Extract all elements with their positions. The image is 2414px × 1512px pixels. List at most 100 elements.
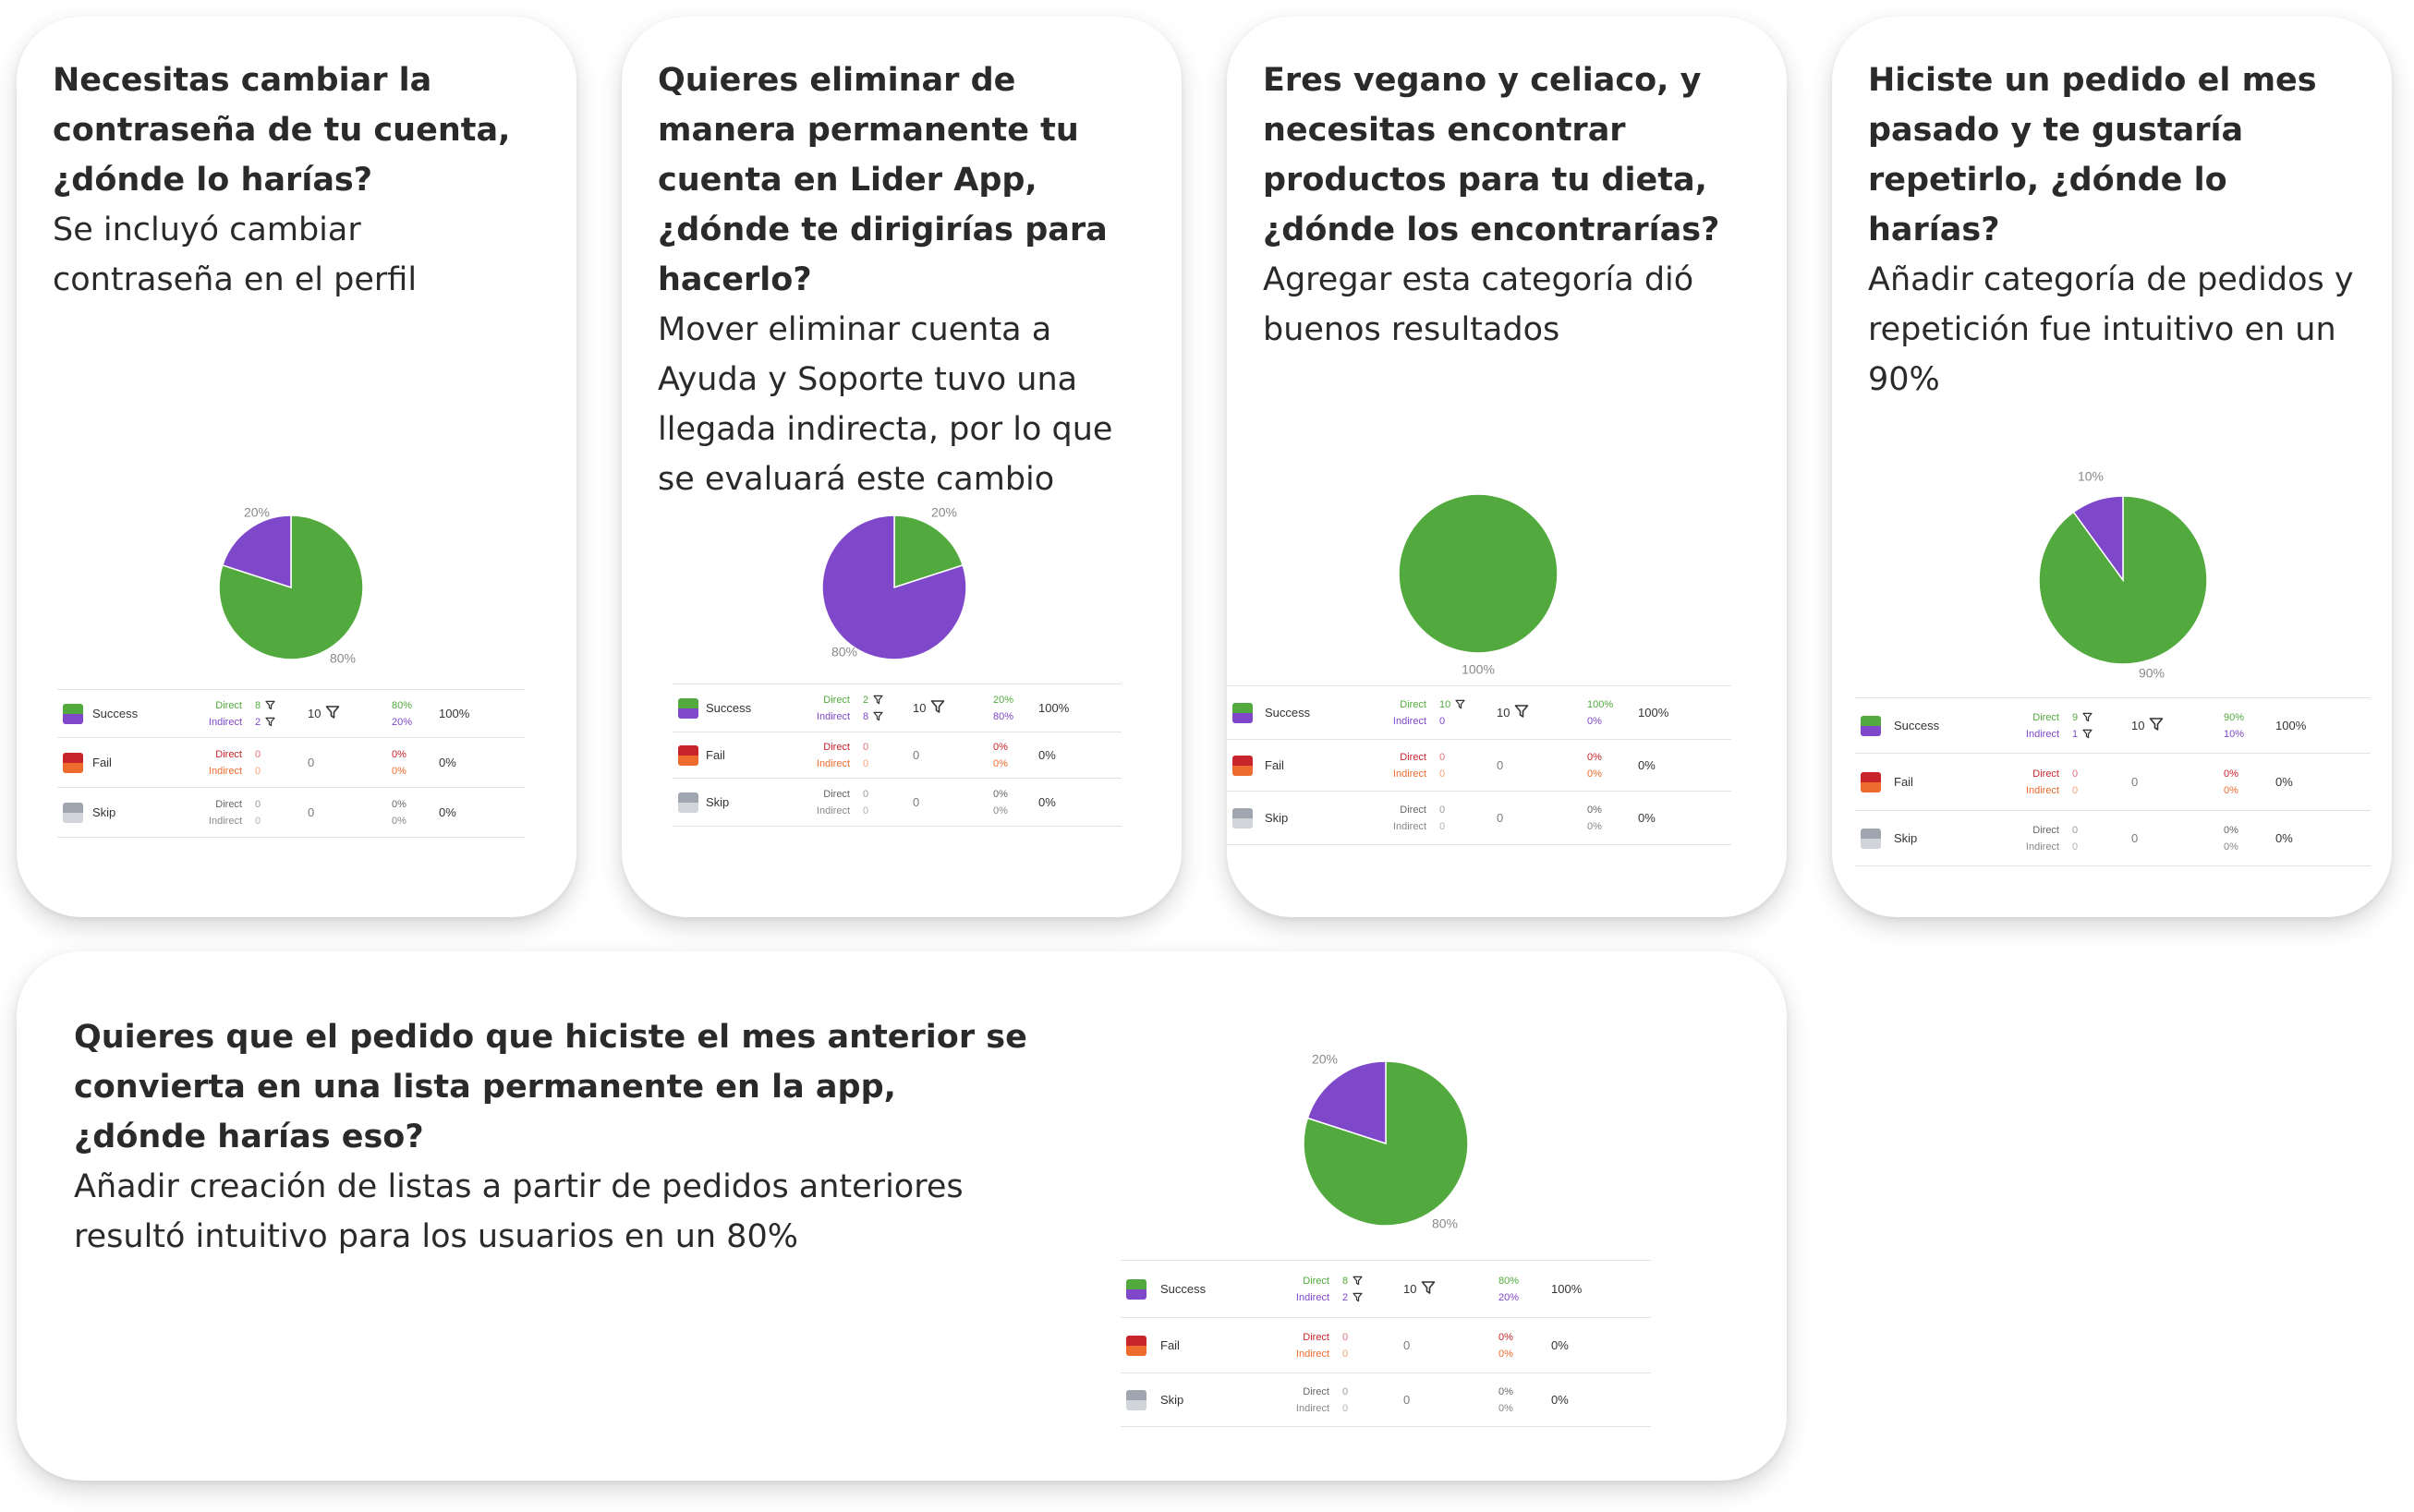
legend-swatch <box>678 697 698 719</box>
direct-count: 0 <box>863 788 869 800</box>
filter-icon[interactable] <box>1455 699 1465 709</box>
direct-percent: 0% <box>2224 768 2238 780</box>
filter-icon[interactable] <box>265 717 275 727</box>
results-table: Success Direct Indirect 10 0 10 100% 0% 100% Fail… <box>1227 685 1731 845</box>
overall-percent: 100% <box>1038 700 1070 715</box>
total-count: 10 <box>2131 719 2145 732</box>
filter-icon[interactable] <box>1353 1276 1363 1286</box>
filter-icon[interactable] <box>1514 704 1529 719</box>
task-card <box>622 17 1182 917</box>
direct-label: Direct <box>215 798 242 810</box>
filter-icon[interactable] <box>2149 717 2164 732</box>
result-row-success[interactable]: Success Direct Indirect 2 8 10 20% 80% 100% <box>673 683 1122 732</box>
result-row-skip[interactable]: Skip Direct Indirect 0 0 0 0% 0% 0% <box>1227 791 1731 845</box>
direct-count-cell: 0 <box>2072 766 2131 782</box>
direct-label: Direct <box>823 694 850 706</box>
overall-percent: 0% <box>2275 774 2293 789</box>
result-row-fail[interactable]: Fail Direct Indirect 0 0 0 0% 0% 0% <box>1855 753 2371 811</box>
task-finding: Añadir creación de listas a partir de pe… <box>74 1168 964 1255</box>
filter-icon[interactable] <box>873 695 883 705</box>
result-row-skip[interactable]: Skip Direct Indirect 0 0 0 0% 0% 0% <box>57 787 525 838</box>
total-count: 0 <box>2131 830 2139 845</box>
direct-count-cell: 10 <box>1439 696 1497 713</box>
total-count: 0 <box>1497 757 1504 772</box>
legend-swatch <box>1232 702 1253 723</box>
filter-icon[interactable] <box>2082 729 2093 739</box>
legend-swatch <box>63 752 83 773</box>
legend-swatch <box>1232 755 1253 776</box>
result-label: Success <box>92 706 139 720</box>
filter-icon[interactable] <box>265 700 275 710</box>
indirect-count-cell: 0 <box>1439 766 1497 782</box>
legend-swatch <box>1861 828 1881 849</box>
indirect-count-cell: 2 <box>255 714 308 731</box>
indirect-count: 0 <box>2072 784 2079 796</box>
result-row-fail[interactable]: Fail Direct Indirect 0 0 0 0% 0% 0% <box>673 732 1122 779</box>
result-row-success[interactable]: Success Direct Indirect 10 0 10 100% 0% 100% <box>1227 685 1731 740</box>
indirect-percent: 20% <box>1498 1291 1520 1303</box>
indirect-count-cell: 0 <box>255 763 308 780</box>
filter-icon[interactable] <box>1353 1292 1363 1302</box>
filter-icon[interactable] <box>2082 712 2093 722</box>
direct-count: 0 <box>863 741 869 753</box>
result-row-fail[interactable]: Fail Direct Indirect 0 0 0 0% 0% 0% <box>57 737 525 788</box>
direct-count-cell: 0 <box>1342 1384 1403 1400</box>
total-count: 0 <box>913 794 920 809</box>
total-count: 10 <box>1497 706 1510 720</box>
indirect-count: 0 <box>2072 841 2079 853</box>
result-row-fail[interactable]: Fail Direct Indirect 0 0 0 0% 0% 0% <box>1121 1317 1651 1373</box>
indirect-count: 0 <box>1439 820 1446 832</box>
direct-count: 0 <box>2072 768 2079 780</box>
indirect-count: 8 <box>863 710 869 722</box>
indirect-percent: 80% <box>993 710 1014 722</box>
result-label: Fail <box>92 755 112 769</box>
result-row-skip[interactable]: Skip Direct Indirect 0 0 0 0% 0% 0% <box>673 778 1122 827</box>
direct-count: 8 <box>255 699 261 711</box>
indirect-count: 2 <box>1342 1291 1349 1303</box>
direct-percent: 0% <box>1498 1385 1513 1397</box>
task-finding: Agregar esta categoría dió buenos result… <box>1263 261 1694 348</box>
indirect-percent: 0% <box>2224 784 2238 796</box>
total-count: 10 <box>913 701 927 715</box>
indirect-percent: 0% <box>392 765 406 777</box>
result-row-fail[interactable]: Fail Direct Indirect 0 0 0 0% 0% 0% <box>1227 739 1731 792</box>
indirect-count: 0 <box>1439 715 1446 727</box>
result-row-success[interactable]: Success Direct Indirect 8 2 10 80% 20% 100% <box>1121 1260 1651 1318</box>
indirect-label: Indirect <box>1392 768 1426 780</box>
filter-icon[interactable] <box>873 711 883 721</box>
result-label: Fail <box>1160 1337 1180 1352</box>
direct-label: Direct <box>2032 768 2059 780</box>
filter-icon[interactable] <box>325 705 340 720</box>
indirect-count: 0 <box>255 815 261 827</box>
indirect-count: 0 <box>1439 768 1446 780</box>
direct-label: Direct <box>2032 824 2059 836</box>
direct-label: Direct <box>215 699 242 711</box>
indirect-count-cell: 0 <box>2072 839 2131 855</box>
legend-swatch <box>63 703 83 724</box>
result-row-success[interactable]: Success Direct Indirect 9 1 10 90% 10% 100% <box>1855 697 2371 754</box>
indirect-label: Indirect <box>2025 784 2059 796</box>
filter-icon[interactable] <box>930 699 945 714</box>
task-card <box>1832 17 2392 917</box>
legend-swatch <box>678 792 698 813</box>
task-question: Quieres que el pedido que hiciste el mes… <box>74 1019 1027 1155</box>
direct-count: 0 <box>255 798 261 810</box>
filter-icon[interactable] <box>1421 1280 1436 1295</box>
result-row-success[interactable]: Success Direct Indirect 8 2 10 80% 20% 100% <box>57 689 525 738</box>
total-count: 10 <box>308 707 321 720</box>
total-count: 0 <box>2131 774 2139 789</box>
legend-swatch <box>63 802 83 823</box>
direct-label: Direct <box>823 788 850 800</box>
task-question: Necesitas cambiar la contraseña de tu cu… <box>53 62 511 199</box>
result-row-skip[interactable]: Skip Direct Indirect 0 0 0 0% 0% 0% <box>1121 1373 1651 1427</box>
indirect-percent: 0% <box>993 757 1008 769</box>
direct-percent: 0% <box>1587 751 1602 763</box>
direct-count-cell: 0 <box>255 746 308 763</box>
direct-percent: 100% <box>1587 698 1614 710</box>
result-row-skip[interactable]: Skip Direct Indirect 0 0 0 0% 0% 0% <box>1855 810 2371 866</box>
direct-count-cell: 8 <box>255 697 308 714</box>
direct-count-cell: 0 <box>255 796 308 813</box>
direct-percent: 80% <box>392 699 413 711</box>
result-label: Skip <box>1894 830 1918 845</box>
direct-label: Direct <box>1400 698 1426 710</box>
